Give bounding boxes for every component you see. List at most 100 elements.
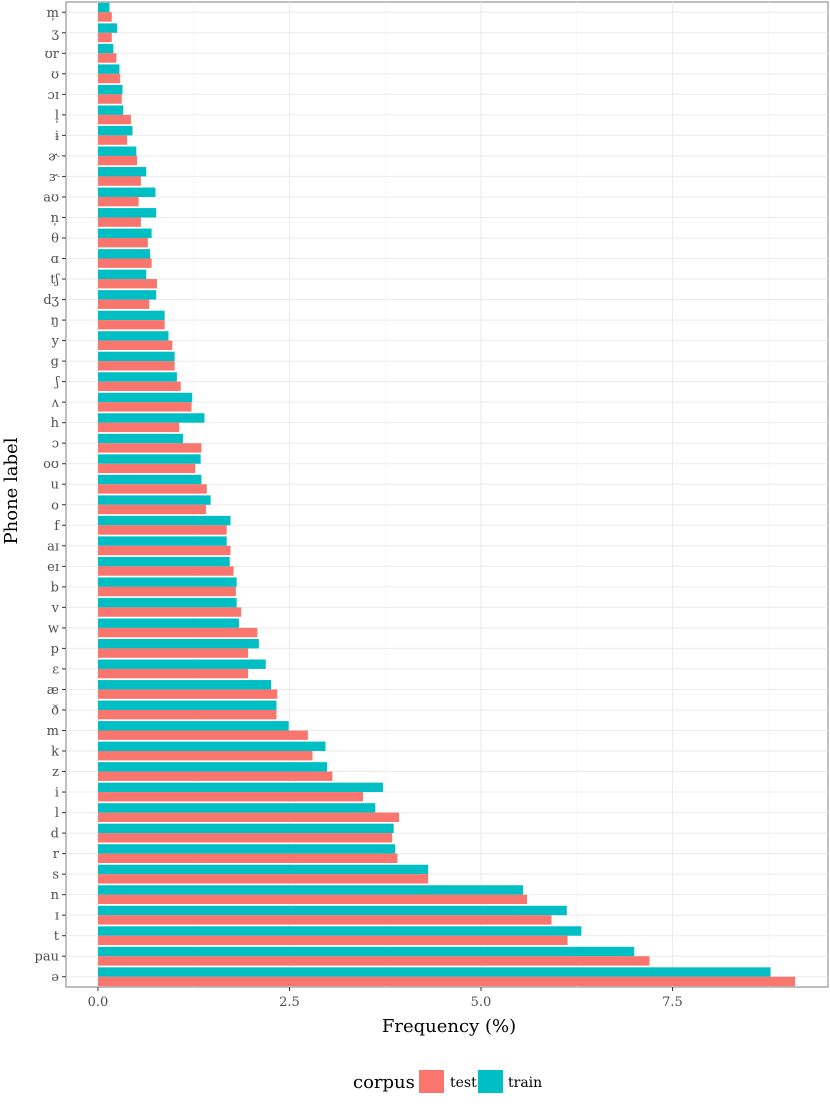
y-tick-label: r <box>53 847 60 862</box>
bar-train <box>98 700 277 710</box>
y-tick-label: n̩ <box>51 211 60 226</box>
x-tick-labels: 0.0 2.5 5.0 7.5 <box>88 987 683 1010</box>
bar-test <box>98 94 122 104</box>
y-tick-label: m̩ <box>47 6 59 21</box>
bar-train <box>98 741 326 752</box>
bar-train <box>98 762 328 772</box>
y-tick-label: ð <box>51 703 59 718</box>
bar-test <box>98 279 157 289</box>
bar-test <box>98 135 128 145</box>
y-tick-label: w <box>48 621 59 636</box>
bar-test <box>98 915 552 925</box>
bar-test <box>98 73 121 84</box>
y-tick-label: ə <box>51 970 59 985</box>
bar-train <box>98 208 157 218</box>
bar-train <box>98 43 114 54</box>
bar-test <box>98 833 393 843</box>
bar-train <box>98 2 110 13</box>
bar-train <box>98 721 289 731</box>
y-tick-label: h <box>51 416 60 431</box>
legend-title: corpus <box>353 1072 415 1093</box>
bar-test <box>98 237 148 248</box>
bar-train <box>98 433 184 444</box>
bar-test <box>98 32 112 43</box>
legend: corpus test train <box>353 1070 542 1093</box>
y-tick-label: o <box>51 498 59 513</box>
y-tick-label: b <box>51 580 59 595</box>
bar-train <box>98 146 137 156</box>
bar-test <box>98 956 650 966</box>
bar-train <box>98 803 376 813</box>
bar-test <box>98 443 202 453</box>
plot-panel <box>65 1 829 988</box>
y-tick-label: æ <box>47 683 59 698</box>
bar-train <box>98 290 157 300</box>
y-tick-label: m <box>47 724 59 739</box>
bar-train <box>98 618 239 628</box>
bar-train <box>98 597 237 608</box>
bar-train <box>98 125 133 136</box>
y-tick-label: θ <box>51 231 59 246</box>
bar-train <box>98 536 227 546</box>
y-tick-label: oʊ <box>43 457 59 472</box>
bar-test <box>98 422 180 433</box>
bar-train <box>98 782 383 793</box>
y-tick-label: d <box>51 827 59 842</box>
bar-test <box>98 155 138 166</box>
bar-test <box>98 689 278 699</box>
bar-test <box>98 525 227 535</box>
bar-train <box>98 844 396 854</box>
legend-label-train: train <box>508 1075 542 1091</box>
bar-test <box>98 607 242 617</box>
bar-train <box>98 331 169 341</box>
bar-test <box>98 340 173 350</box>
bar-test <box>98 463 196 474</box>
bar-train <box>98 515 231 526</box>
bar-test <box>98 668 249 679</box>
bars <box>98 2 796 987</box>
bar-train <box>98 105 124 115</box>
x-tick-label: 2.5 <box>279 995 300 1010</box>
y-tick-label: pau <box>35 950 59 965</box>
bar-test <box>98 730 308 740</box>
y-tick-label: aɪ <box>47 539 59 554</box>
legend-key-test <box>419 1070 444 1093</box>
y-tick-label: tʃ <box>50 273 60 288</box>
bar-train <box>98 495 211 505</box>
bar-test <box>98 894 527 905</box>
legend-key-train <box>478 1070 503 1093</box>
bar-train <box>98 885 524 895</box>
y-tick-label: y <box>51 334 60 349</box>
bar-train <box>98 823 394 834</box>
bar-test <box>98 586 236 597</box>
y-tick-label: ŋ <box>51 314 59 329</box>
y-tick-label: v <box>51 601 60 616</box>
bar-test <box>98 299 150 309</box>
bar-test <box>98 545 231 556</box>
bar-test <box>98 402 192 412</box>
y-tick-label: ɔ <box>52 437 59 452</box>
bar-test <box>98 771 333 781</box>
bar-test <box>98 504 207 515</box>
y-tick-label: g <box>51 355 59 370</box>
bar-test <box>98 751 313 761</box>
y-tick-label: ɛ <box>52 662 59 677</box>
y-tick-label: ʊr <box>45 47 60 62</box>
bar-test <box>98 935 568 946</box>
y-axis-title: Phone label <box>1 437 22 544</box>
y-tick-label: ɑ <box>51 252 59 267</box>
y-tick-label: ɝ <box>49 170 60 185</box>
bar-test <box>98 566 234 576</box>
bar-test <box>98 12 112 22</box>
bar-test <box>98 484 207 494</box>
y-tick-label: ɨ <box>55 129 59 144</box>
bar-train <box>98 864 429 875</box>
x-tick-label: 5.0 <box>471 995 492 1010</box>
bar-train <box>98 680 272 690</box>
bar-test <box>98 627 258 638</box>
bar-train <box>98 310 165 321</box>
bar-train <box>98 269 147 280</box>
y-tick-label: ɪ <box>55 909 59 924</box>
y-tick-label: ɚ <box>48 149 60 164</box>
